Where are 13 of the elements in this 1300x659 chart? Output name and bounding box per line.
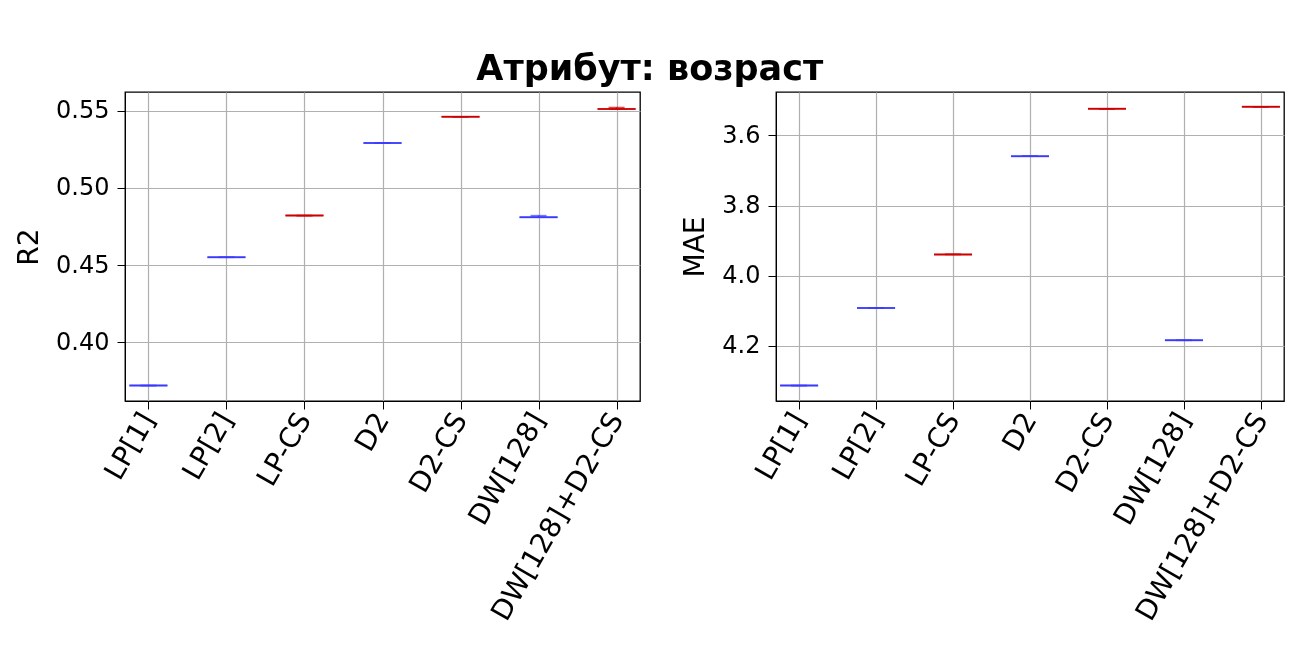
y-tick-label: 0.45 [56, 250, 110, 279]
y-tick-label: 4.0 [722, 261, 761, 290]
y-tick-label: 3.8 [722, 191, 761, 220]
y-axis-title: R2 [12, 228, 46, 266]
y-axis-title: MAE [678, 216, 712, 278]
x-tick-label: D2 [347, 406, 396, 458]
x-tick-label: D2 [995, 406, 1044, 458]
y-tick-label: 0.40 [56, 327, 110, 356]
y-tick-label: 3.6 [722, 120, 761, 149]
chart-title: Атрибут: возраст [476, 48, 824, 89]
y-tick-label: 4.2 [722, 331, 761, 360]
y-tick-label: 0.55 [56, 96, 110, 125]
y-tick-label: 0.50 [56, 173, 110, 202]
